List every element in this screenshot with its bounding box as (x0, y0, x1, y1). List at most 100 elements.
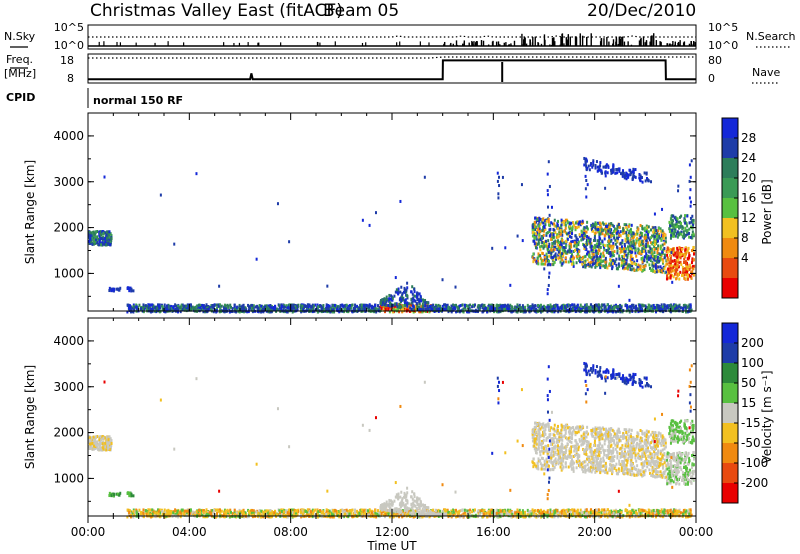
power-cell (544, 239, 547, 243)
power-cell (292, 303, 295, 307)
power-cell (599, 262, 602, 266)
power-cell (387, 307, 390, 311)
power-cell (610, 247, 613, 251)
power-cell (546, 189, 549, 193)
power-cell (608, 251, 611, 255)
power-cell (206, 307, 209, 311)
power-cell (684, 246, 687, 250)
power-cell (198, 303, 201, 307)
power-cell (692, 234, 695, 238)
power-cell (588, 241, 591, 245)
power-cell (598, 232, 601, 236)
power-cell (629, 250, 632, 254)
power-cell (547, 239, 550, 243)
power-cell (638, 234, 641, 238)
power-cell (404, 288, 407, 292)
power-cell (652, 230, 655, 234)
power-cell (189, 303, 192, 307)
power-cell (150, 303, 153, 307)
power-cell (677, 255, 680, 259)
power-cell (688, 251, 691, 255)
power-cell (516, 310, 519, 314)
power-cell (592, 252, 595, 256)
power-cell (659, 256, 662, 260)
power-cell (441, 304, 444, 308)
power-cell (615, 231, 618, 235)
power-cell (416, 304, 419, 308)
power-cell (660, 269, 663, 273)
power-cell (265, 308, 268, 312)
power-cell (636, 265, 639, 269)
power-cell (669, 247, 672, 251)
power-cell (608, 242, 611, 246)
power-cell (577, 240, 580, 244)
power-cell (579, 259, 582, 263)
power-cell (605, 222, 608, 226)
power-cell (308, 304, 311, 308)
power-cell (641, 303, 644, 307)
power-cell (102, 242, 105, 246)
velocity-cell (230, 515, 233, 519)
power-cell (664, 236, 667, 240)
power-cell (261, 305, 264, 309)
power-cell (343, 307, 346, 311)
power-cell (251, 308, 254, 312)
power-cell (655, 238, 658, 242)
power-cell (692, 245, 695, 249)
power-cell (288, 303, 291, 307)
power-cell (459, 304, 462, 308)
power-cell (266, 306, 269, 310)
power-cell (672, 247, 675, 251)
power-cell (630, 253, 633, 257)
power-cell (129, 310, 132, 314)
power-cell (661, 207, 664, 211)
power-cell (143, 304, 146, 308)
power-cell (653, 257, 656, 261)
power-cell (687, 246, 690, 250)
power-cell (495, 303, 498, 307)
power-cell (600, 171, 603, 175)
power-cell (670, 273, 673, 277)
power-cell (564, 231, 567, 235)
power-cell (656, 255, 659, 259)
power-cell (548, 242, 551, 246)
power-cell (584, 259, 587, 263)
power-cell (678, 277, 681, 281)
power-cell (367, 304, 370, 308)
power-cell (573, 244, 576, 248)
power-cell (579, 220, 582, 224)
power-cell (532, 260, 535, 264)
power-cell (540, 310, 543, 314)
power-cell (219, 307, 222, 311)
power-cell (434, 305, 437, 309)
power-cell (411, 285, 414, 289)
power-cell (666, 248, 669, 252)
power-cell (675, 270, 678, 274)
power-cell (655, 308, 658, 312)
power-cell (89, 234, 92, 238)
freq-frame (87, 53, 697, 84)
power-cell (612, 229, 615, 233)
power-cell (584, 310, 587, 314)
power-cell (410, 303, 413, 307)
power-cell (614, 242, 617, 246)
power-cell (602, 251, 605, 255)
power-cell (580, 221, 583, 225)
power-cell (417, 292, 420, 296)
power-cell (131, 306, 134, 310)
power-cell (610, 228, 613, 232)
power-cell (390, 294, 393, 298)
power-cell (656, 257, 659, 261)
power-cell (599, 242, 602, 246)
power-cell (128, 305, 131, 309)
power-cell (610, 304, 613, 308)
power-cell (643, 267, 646, 271)
power-cell (556, 239, 559, 243)
power-cell (596, 221, 599, 225)
power-cell (605, 248, 608, 252)
power-cell (551, 237, 554, 241)
power-cell (248, 306, 251, 310)
power-cell (537, 227, 540, 231)
power-cell (294, 307, 297, 311)
power-cell (657, 308, 660, 312)
